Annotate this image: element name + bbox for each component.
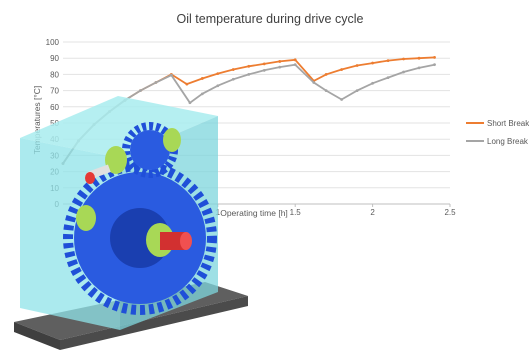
data-point <box>247 73 251 76</box>
data-point <box>417 56 421 60</box>
data-point <box>371 81 374 85</box>
legend-label-long-break: Long Break <box>487 137 529 146</box>
data-point <box>216 72 220 75</box>
legend: Short Break Long Break <box>466 119 529 146</box>
x-tick-label: 1.5 <box>290 208 302 217</box>
data-point <box>340 68 344 71</box>
x-tick-label: 1 <box>216 208 221 217</box>
x-axis-title: Operating time [h] <box>220 208 288 218</box>
input-shaft-end <box>85 172 95 184</box>
chart-title: Oil temperature during drive cycle <box>177 12 364 26</box>
large-gear-teeth <box>63 161 217 315</box>
data-point <box>355 89 359 92</box>
data-point <box>324 89 328 92</box>
legend-label-short-break: Short Break <box>487 119 529 128</box>
data-point <box>169 73 173 77</box>
data-point <box>433 55 436 59</box>
data-point <box>154 81 158 84</box>
data-point <box>433 63 436 67</box>
data-point <box>324 73 328 76</box>
data-point <box>188 101 192 105</box>
data-point <box>386 59 390 63</box>
data-point <box>200 77 204 80</box>
data-point <box>247 64 251 68</box>
data-point <box>200 92 204 96</box>
base-plate-side <box>60 296 248 350</box>
data-point <box>278 65 282 69</box>
data-point <box>340 98 344 101</box>
data-point <box>293 63 297 67</box>
pinion-gear <box>130 130 170 170</box>
bearing-top-left <box>105 146 127 174</box>
data-point <box>355 64 359 67</box>
y-axis-title: Temperatures [°C] <box>32 86 42 155</box>
data-point <box>402 57 405 61</box>
gearbox-illustration <box>14 96 248 350</box>
data-point <box>262 68 266 72</box>
data-point <box>262 62 266 66</box>
data-point <box>139 89 142 92</box>
data-point <box>278 60 282 63</box>
x-tick-label: 2 <box>370 208 375 217</box>
data-point <box>216 84 220 88</box>
output-shaft <box>160 232 186 250</box>
data-point <box>386 76 390 80</box>
y-tick-label: 80 <box>50 70 59 79</box>
bearing-left <box>76 205 96 231</box>
y-tick-label: 60 <box>50 103 59 112</box>
y-tick-label: 90 <box>50 54 59 63</box>
bearing-top-right <box>163 128 181 152</box>
housing-top <box>20 96 218 158</box>
y-tick-label: 100 <box>46 38 60 47</box>
base-plate-front <box>14 322 60 350</box>
output-shaft-end <box>180 232 192 250</box>
data-point <box>402 70 405 74</box>
data-point <box>293 58 297 62</box>
data-point <box>371 61 374 65</box>
y-tick-label: 70 <box>50 87 59 96</box>
data-point <box>231 68 235 71</box>
data-point <box>417 66 421 70</box>
data-point <box>185 82 189 86</box>
data-point <box>231 77 235 81</box>
data-point <box>312 81 316 84</box>
x-tick-label: 2.5 <box>444 208 456 217</box>
